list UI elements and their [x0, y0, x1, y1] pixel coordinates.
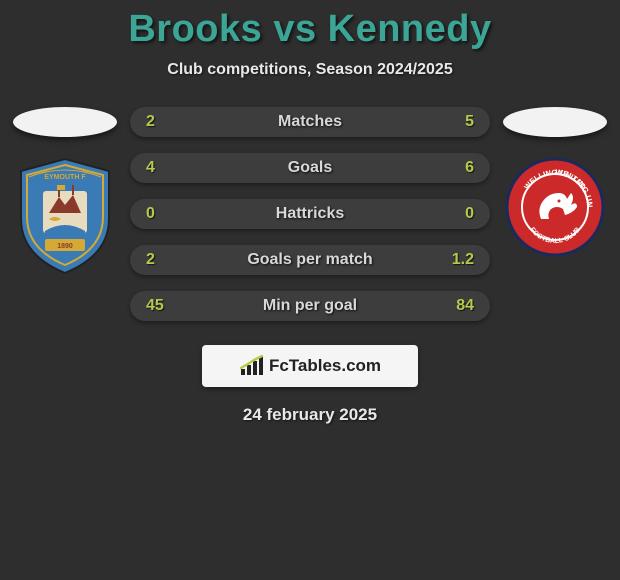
left-player-column: EYMOUTH F 1890 [10, 107, 120, 275]
fctables-logo-icon [239, 355, 265, 377]
comparison-card: Brooks vs Kennedy Club competitions, Sea… [0, 0, 620, 425]
welling-badge-icon: WELLING UNITED WELLING UNITED FOOTBALL C… [505, 157, 605, 257]
brand-badge[interactable]: FcTables.com [202, 345, 418, 387]
stat-value-left: 2 [146, 113, 155, 131]
stat-row-matches: 2 Matches 5 [130, 107, 490, 137]
player-photo-placeholder-left [13, 107, 117, 137]
stat-value-right: 84 [456, 297, 474, 315]
date-label: 24 february 2025 [0, 405, 620, 425]
main-row: EYMOUTH F 1890 2 Matches 5 [0, 107, 620, 321]
stat-value-right: 1.2 [452, 251, 474, 269]
stat-label: Hattricks [276, 205, 344, 223]
stat-value-left: 0 [146, 205, 155, 223]
stat-row-mpg: 45 Min per goal 84 [130, 291, 490, 321]
subtitle: Club competitions, Season 2024/2025 [0, 61, 620, 79]
svg-text:EYMOUTH F: EYMOUTH F [44, 174, 86, 181]
stat-row-goals: 4 Goals 6 [130, 153, 490, 183]
stat-label: Min per goal [263, 297, 357, 315]
left-club-badge: EYMOUTH F 1890 [15, 157, 115, 275]
stat-value-left: 2 [146, 251, 155, 269]
stat-value-right: 6 [465, 159, 474, 177]
stats-column: 2 Matches 5 4 Goals 6 0 Hattricks 0 2 Go… [130, 107, 490, 321]
weymouth-badge-icon: EYMOUTH F 1890 [15, 157, 115, 275]
right-club-badge: WELLING UNITED WELLING UNITED FOOTBALL C… [505, 157, 605, 257]
stat-value-right: 0 [465, 205, 474, 223]
page-title: Brooks vs Kennedy [0, 8, 620, 51]
svg-text:1890: 1890 [57, 243, 73, 250]
stat-value-right: 5 [465, 113, 474, 131]
brand-label: FcTables.com [269, 356, 381, 376]
right-player-column: WELLING UNITED WELLING UNITED FOOTBALL C… [500, 107, 610, 257]
stat-label: Goals per match [247, 251, 372, 269]
stat-label: Matches [278, 113, 342, 131]
player-photo-placeholder-right [503, 107, 607, 137]
stat-row-hattricks: 0 Hattricks 0 [130, 199, 490, 229]
stat-value-left: 45 [146, 297, 164, 315]
stat-row-gpm: 2 Goals per match 1.2 [130, 245, 490, 275]
stat-value-left: 4 [146, 159, 155, 177]
stat-label: Goals [288, 159, 332, 177]
